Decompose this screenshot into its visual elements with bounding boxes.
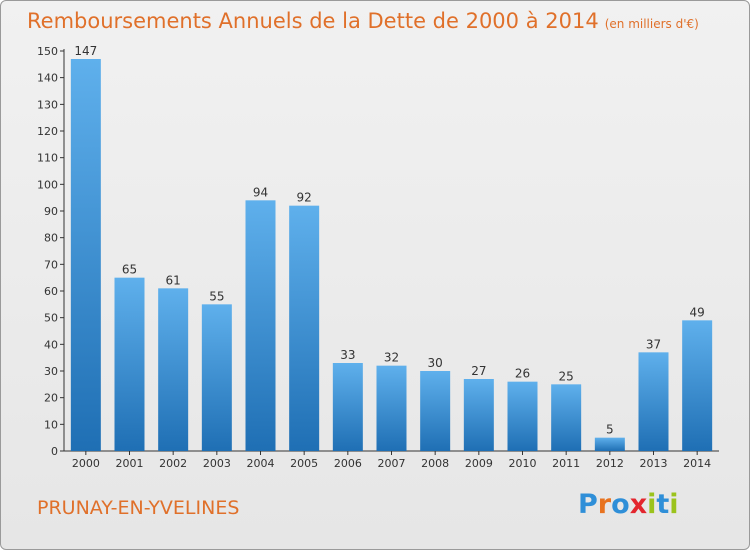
y-tick-label: 130	[37, 98, 58, 111]
proxiti-logo: Proxiti	[578, 489, 679, 520]
logo-letter: t	[656, 489, 670, 520]
bar	[70, 59, 101, 451]
bar	[507, 381, 538, 451]
bar	[594, 437, 625, 451]
y-tick-label: 140	[37, 72, 58, 85]
bar	[158, 288, 189, 451]
x-tick-label: 2005	[290, 457, 318, 470]
bar-value-label: 27	[471, 364, 486, 378]
bar	[245, 200, 276, 451]
y-tick-label: 60	[44, 285, 58, 298]
bar	[420, 371, 451, 451]
bar	[551, 384, 582, 451]
bar-value-label: 55	[209, 289, 224, 303]
chart-title-text: Remboursements Annuels de la Dette de 20…	[27, 9, 599, 33]
y-tick-label: 0	[51, 445, 58, 458]
chart-title: Remboursements Annuels de la Dette de 20…	[27, 9, 699, 33]
bar-value-label: 33	[340, 348, 355, 362]
chart-unit: (en milliers d'€)	[604, 17, 699, 31]
bar-value-label: 5	[606, 423, 614, 437]
y-tick-label: 30	[44, 365, 58, 378]
y-tick-label: 70	[44, 258, 58, 271]
bar	[114, 277, 145, 451]
bar-value-label: 30	[428, 356, 443, 370]
y-tick-label: 110	[37, 152, 58, 165]
logo-letter: x	[629, 489, 648, 520]
x-tick-label: 2002	[159, 457, 187, 470]
logo-letter: i	[669, 489, 679, 520]
bar	[463, 379, 494, 451]
commune-name: PRUNAY-EN-YVELINES	[37, 497, 240, 519]
bar-value-label: 32	[384, 351, 399, 365]
bar-value-label: 147	[74, 44, 97, 58]
bar	[638, 352, 669, 451]
x-tick-label: 2000	[72, 457, 100, 470]
bar-value-label: 37	[646, 337, 661, 351]
x-tick-label: 2006	[334, 457, 362, 470]
y-tick-label: 150	[37, 45, 58, 58]
y-tick-label: 40	[44, 338, 58, 351]
bar	[376, 365, 407, 451]
x-tick-label: 2012	[596, 457, 624, 470]
x-tick-label: 2013	[640, 457, 668, 470]
y-tick-label: 120	[37, 125, 58, 138]
bar-value-label: 92	[297, 191, 312, 205]
bar-value-label: 94	[253, 185, 268, 199]
bar	[201, 304, 232, 451]
x-tick-label: 2003	[203, 457, 231, 470]
y-tick-label: 50	[44, 312, 58, 325]
bar-value-label: 61	[166, 273, 181, 287]
x-tick-label: 2008	[421, 457, 449, 470]
x-tick-label: 2011	[552, 457, 580, 470]
bar-value-label: 26	[515, 367, 530, 381]
x-tick-label: 2001	[116, 457, 144, 470]
y-tick-label: 90	[44, 205, 58, 218]
y-tick-label: 10	[44, 418, 58, 431]
bar-value-label: 25	[559, 369, 574, 383]
logo-letter: P	[578, 489, 598, 520]
logo-letter: i	[647, 489, 657, 520]
logo-letter: r	[597, 489, 612, 520]
x-tick-label: 2010	[509, 457, 537, 470]
bar	[332, 363, 363, 451]
y-tick-label: 80	[44, 232, 58, 245]
logo-letter: o	[611, 489, 630, 520]
x-tick-label: 2009	[465, 457, 493, 470]
bar	[289, 205, 320, 451]
bar-value-label: 65	[122, 263, 137, 277]
x-tick-label: 2004	[247, 457, 275, 470]
y-tick-label: 20	[44, 392, 58, 405]
y-tick-label: 100	[37, 178, 58, 191]
bar	[682, 320, 713, 451]
x-tick-label: 2007	[378, 457, 406, 470]
x-tick-label: 2014	[683, 457, 711, 470]
bar-value-label: 49	[690, 305, 705, 319]
